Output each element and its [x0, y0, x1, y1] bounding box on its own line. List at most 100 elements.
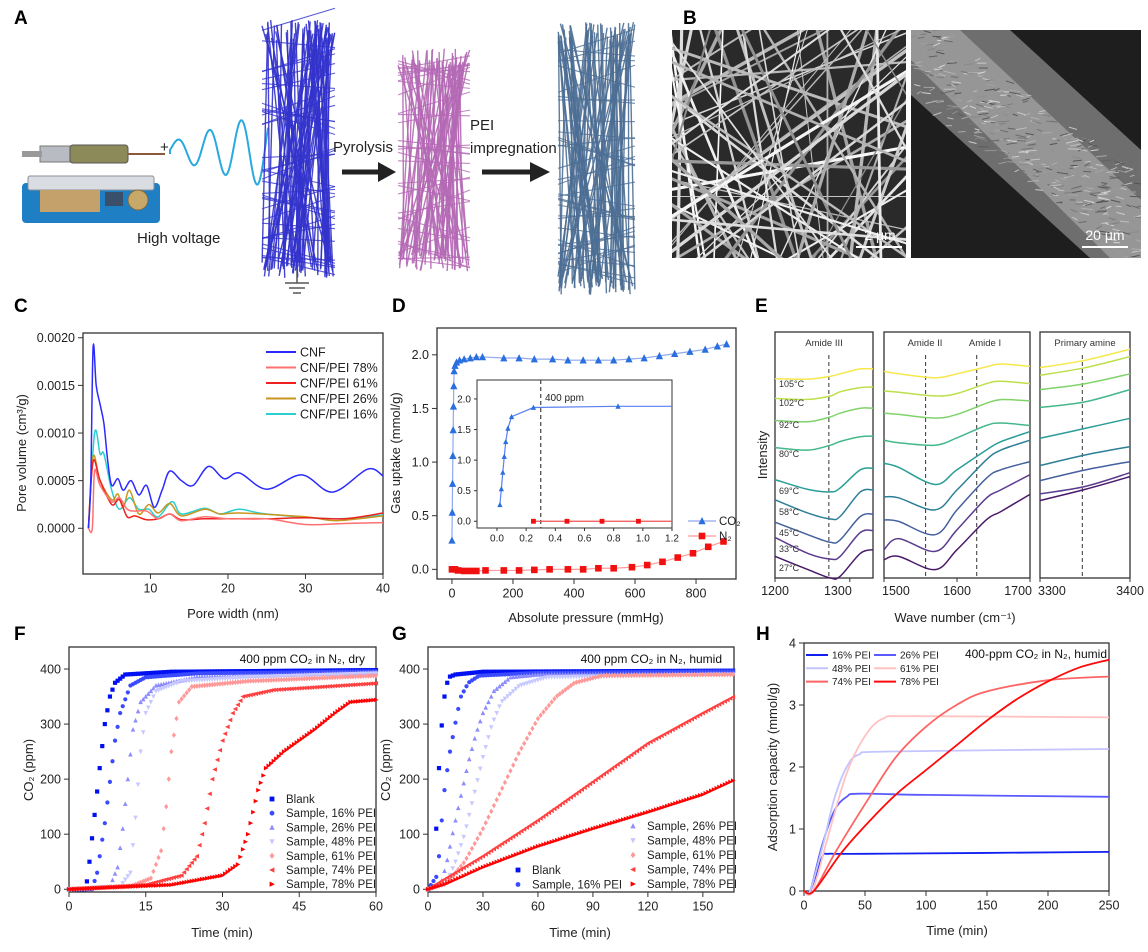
data-point	[480, 755, 486, 760]
fiber	[920, 21, 927, 24]
data-point	[120, 884, 126, 890]
data-point	[235, 679, 240, 685]
data-point	[266, 688, 271, 694]
fiber	[557, 207, 636, 220]
data-point	[549, 839, 555, 845]
data-point	[634, 748, 639, 754]
data-point	[458, 863, 464, 869]
data-point	[708, 671, 714, 678]
fiber	[991, 104, 1003, 107]
data-point	[654, 807, 659, 812]
inset-marker-label: 400 ppm	[545, 393, 584, 404]
fiber	[918, 27, 923, 28]
data-point	[128, 751, 133, 757]
data-point	[100, 837, 105, 842]
x-tick-label: 3300	[1038, 584, 1066, 598]
band-label: Primary amine	[1054, 338, 1115, 349]
fiber	[932, 35, 941, 38]
data-point	[442, 868, 447, 873]
data-point	[117, 845, 123, 851]
data-point	[695, 794, 700, 799]
data-point	[271, 687, 276, 693]
data-point	[97, 766, 102, 771]
data-point	[467, 871, 472, 876]
fiber	[261, 196, 336, 212]
data-point	[445, 881, 450, 886]
data-point	[184, 669, 189, 674]
y-tick-label: 4	[789, 636, 796, 650]
data-point	[494, 859, 500, 865]
data-point	[176, 881, 182, 886]
sem-image-cross-section: 20 μm	[911, 21, 1141, 258]
data-point	[164, 803, 169, 810]
legend-entry: Sample, 74% PEI	[286, 865, 376, 877]
legend-marker	[269, 810, 275, 816]
fiber	[672, 94, 880, 258]
fiber	[986, 100, 994, 104]
fiber	[1083, 190, 1091, 192]
fiber	[628, 34, 636, 290]
data-point	[670, 727, 675, 733]
data-point	[449, 425, 457, 434]
data-point	[609, 766, 615, 771]
fiber	[990, 121, 996, 124]
fiber	[945, 89, 955, 94]
data-point	[296, 685, 302, 691]
fiber	[1100, 191, 1107, 194]
data-point	[466, 567, 474, 575]
spectrum-line	[774, 488, 874, 521]
data-point	[689, 672, 694, 678]
fiber	[261, 256, 336, 261]
data-point	[541, 676, 546, 681]
fiber	[1140, 226, 1141, 228]
x-tick-label: 0.4	[548, 534, 562, 545]
data-point	[176, 669, 182, 674]
x-tick-label: 30	[216, 900, 230, 914]
data-point	[340, 674, 345, 680]
data-point	[299, 676, 304, 682]
data-point	[502, 856, 508, 862]
data-point	[153, 688, 159, 694]
fiber	[286, 29, 293, 268]
fiber	[559, 23, 588, 278]
fiber	[1014, 169, 1020, 173]
data-point	[661, 731, 667, 737]
fiber	[1065, 143, 1077, 148]
data-point	[524, 735, 530, 742]
data-point	[719, 671, 725, 678]
data-point	[243, 839, 249, 845]
data-point	[488, 725, 494, 730]
data-point	[604, 672, 609, 679]
data-point	[187, 686, 192, 693]
data-point	[431, 878, 436, 884]
data-point	[112, 738, 118, 743]
fiber	[1098, 197, 1107, 201]
fiber	[1069, 169, 1077, 174]
data-point	[294, 676, 299, 682]
data-point	[449, 451, 457, 459]
fiber	[1019, 163, 1030, 166]
data-point	[692, 794, 698, 800]
data-point	[286, 745, 292, 751]
spectrum-line	[1039, 460, 1131, 482]
temperature-label: 58°C	[779, 507, 800, 517]
data-point	[628, 563, 636, 571]
data-point	[455, 868, 461, 874]
data-point	[176, 680, 182, 685]
data-point	[189, 669, 194, 674]
fiber	[672, 218, 906, 241]
data-point	[215, 681, 220, 687]
data-point	[604, 822, 610, 827]
fiber	[1122, 165, 1134, 170]
data-point	[645, 672, 650, 678]
fiber	[1070, 208, 1078, 213]
data-point	[233, 679, 238, 686]
data-point	[120, 674, 125, 679]
fiber	[1136, 205, 1141, 208]
fiber	[779, 30, 887, 258]
data-point	[713, 342, 722, 350]
data-point	[719, 783, 725, 789]
data-point	[486, 699, 491, 705]
data-point	[686, 718, 692, 723]
data-point	[169, 682, 174, 688]
